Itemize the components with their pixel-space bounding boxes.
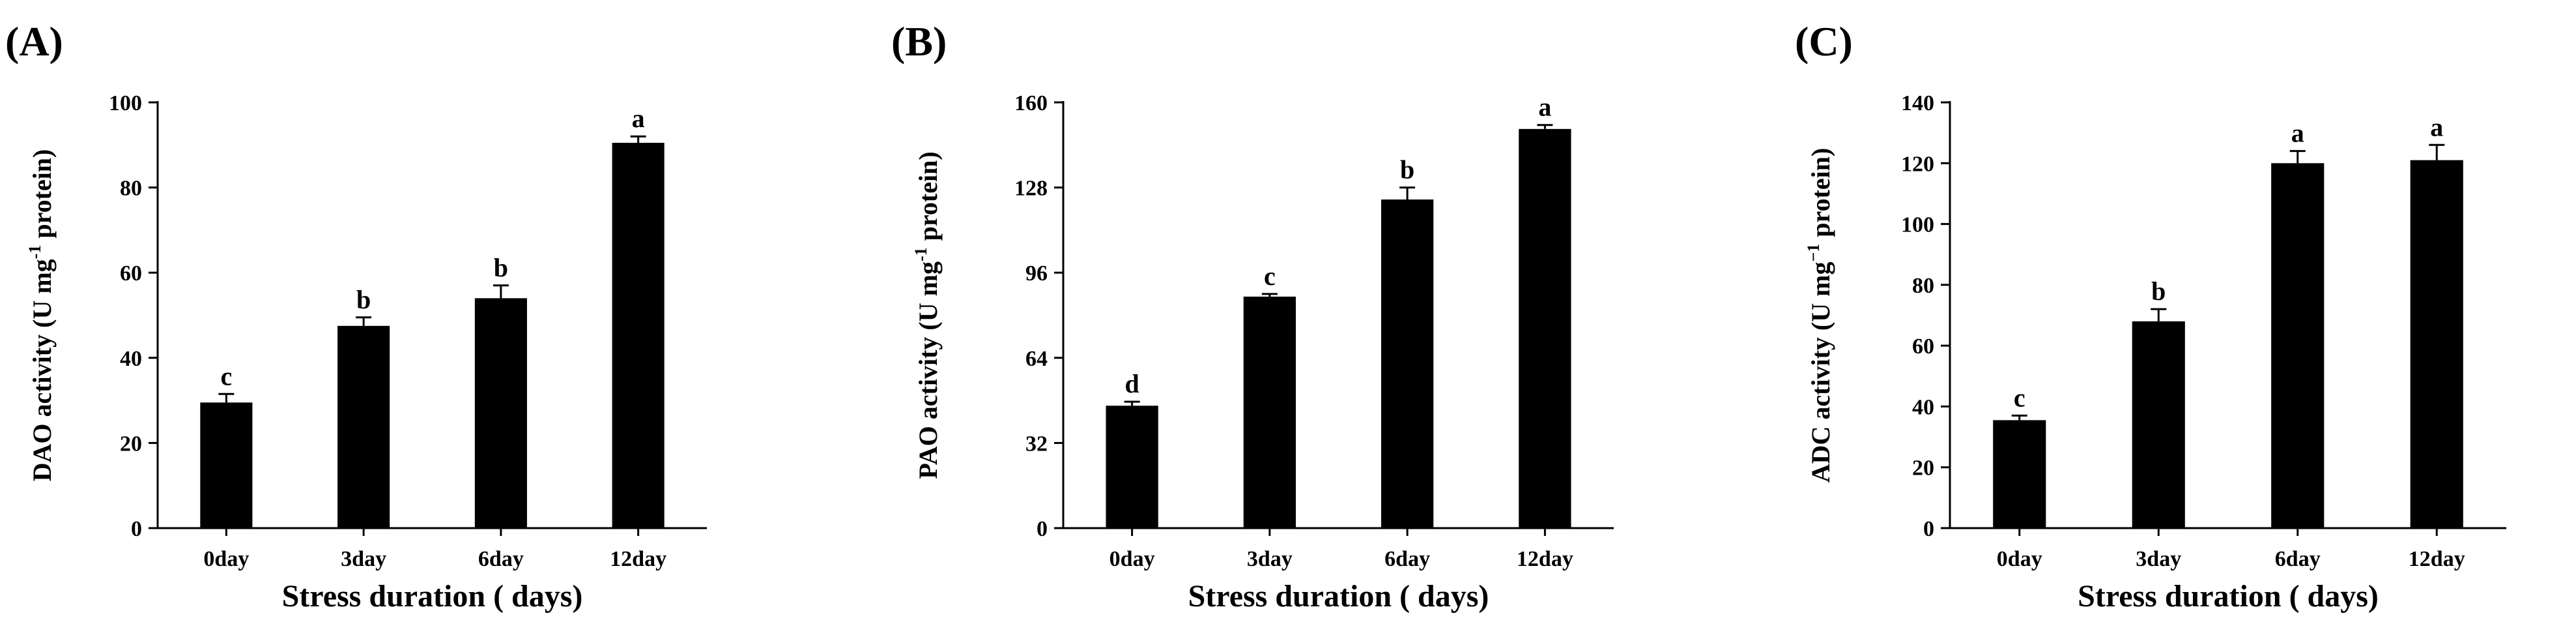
significance-letter: a	[2291, 119, 2304, 148]
chart-panel-c: (C) 0 20 40 60 80 100 120 140 0day c 3day b 6day a 12da…	[1795, 18, 2506, 614]
y-tick-label: 100	[109, 91, 142, 115]
significance-letter: a	[2430, 112, 2443, 141]
y-tick-label: 64	[1025, 347, 1048, 371]
y-tick-label: 40	[120, 347, 142, 371]
y-tick-label: 32	[1025, 432, 1048, 456]
x-tick-label: 6day	[2275, 547, 2321, 571]
x-tick-label: 0day	[1109, 547, 1155, 571]
y-axis-title-superscript: −1	[1804, 244, 1823, 262]
bar	[200, 402, 253, 528]
y-axis-title: ADC activity (U mg−1 protein)	[1804, 148, 1835, 483]
bar	[1993, 420, 2046, 528]
y-tick-label: 0	[1923, 517, 1934, 541]
bar	[474, 298, 527, 528]
y-axis-title-main: PAO activity (U mg	[913, 261, 943, 479]
significance-letter: b	[2151, 276, 2166, 306]
y-tick-label: 20	[1912, 456, 1934, 481]
bar	[1106, 406, 1158, 528]
y-tick-label: 160	[1014, 91, 1048, 115]
y-tick-label: 128	[1014, 177, 1048, 201]
y-tick-label: 140	[1901, 91, 1934, 115]
y-tick-label: 60	[120, 261, 142, 286]
bar	[1381, 199, 1434, 528]
x-axis-title: Stress duration ( days)	[282, 579, 583, 614]
chart-panel-a: (A) 0 20 40 60 80 100 0day c 3day b 6day b 12day a Stre…	[5, 18, 707, 614]
y-tick-label: 0	[1037, 517, 1048, 541]
bar	[1243, 296, 1296, 528]
y-axis-title-superscript: -1	[911, 247, 930, 261]
x-tick-label: 12day	[610, 547, 666, 571]
panel-label: (B)	[891, 18, 947, 65]
y-tick-label: 40	[1912, 395, 1934, 419]
bar	[612, 143, 665, 528]
x-tick-label: 0day	[1997, 547, 2042, 571]
y-axis-title-main: ADC activity (U mg	[1806, 262, 1835, 483]
bar	[337, 325, 390, 528]
significance-letter: d	[1125, 369, 1139, 398]
bar	[1519, 128, 1571, 528]
x-axis-title: Stress duration ( days)	[1188, 579, 1489, 614]
significance-letter: a	[1538, 93, 1551, 122]
y-tick-label: 60	[1912, 334, 1934, 359]
y-tick-label: 80	[1912, 274, 1934, 298]
x-tick-label: 6day	[1384, 547, 1430, 571]
y-tick-label: 20	[120, 432, 142, 456]
y-tick-label: 80	[120, 177, 142, 201]
significance-letter: b	[494, 253, 508, 282]
y-axis-title-superscript: -1	[25, 245, 44, 259]
y-axis-title: PAO activity (U mg-1 protein)	[911, 151, 943, 479]
significance-letter: b	[356, 285, 371, 314]
x-tick-label: 3day	[1247, 547, 1293, 571]
y-axis-title-unit: protein)	[27, 149, 57, 245]
panel-label: (C)	[1795, 18, 1853, 65]
panel-label: (A)	[5, 18, 63, 65]
y-axis-title: DAO activity (U mg-1 protein)	[25, 149, 57, 482]
y-axis-title-unit: protein)	[913, 151, 943, 247]
y-tick-label: 120	[1901, 152, 1934, 176]
significance-letter: b	[1400, 155, 1414, 185]
x-axis-title: Stress duration ( days)	[2078, 579, 2379, 614]
x-tick-label: 0day	[203, 547, 249, 571]
x-tick-label: 12day	[1517, 547, 1573, 571]
y-tick-label: 100	[1901, 213, 1934, 237]
bar	[2271, 163, 2325, 529]
significance-letter: c	[1264, 261, 1276, 291]
chart-panel-b: (B) 0 32 64 96 128 160 0day d 3day c 6day b 12day a Str…	[891, 18, 1614, 614]
bar	[2132, 321, 2185, 528]
y-axis-title-main: DAO activity (U mg	[27, 259, 57, 481]
significance-letter: a	[632, 104, 645, 133]
y-tick-label: 96	[1025, 261, 1048, 286]
y-axis-title-unit: protein)	[1806, 148, 1835, 244]
bar	[2410, 160, 2463, 528]
significance-letter: c	[2014, 383, 2025, 412]
x-tick-label: 6day	[478, 547, 524, 571]
x-tick-label: 3day	[2136, 547, 2181, 571]
y-tick-label: 0	[131, 517, 142, 541]
x-tick-label: 12day	[2409, 547, 2465, 571]
x-tick-label: 3day	[341, 547, 386, 571]
significance-letter: c	[220, 361, 232, 391]
